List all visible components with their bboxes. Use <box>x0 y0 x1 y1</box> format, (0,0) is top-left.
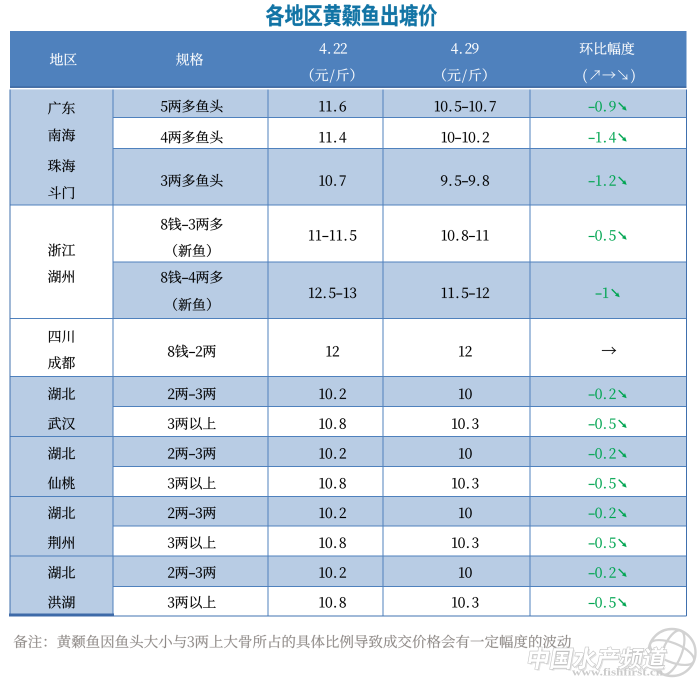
svg-text:www.fishfirst.cn: www.fishfirst.cn <box>572 668 664 679</box>
